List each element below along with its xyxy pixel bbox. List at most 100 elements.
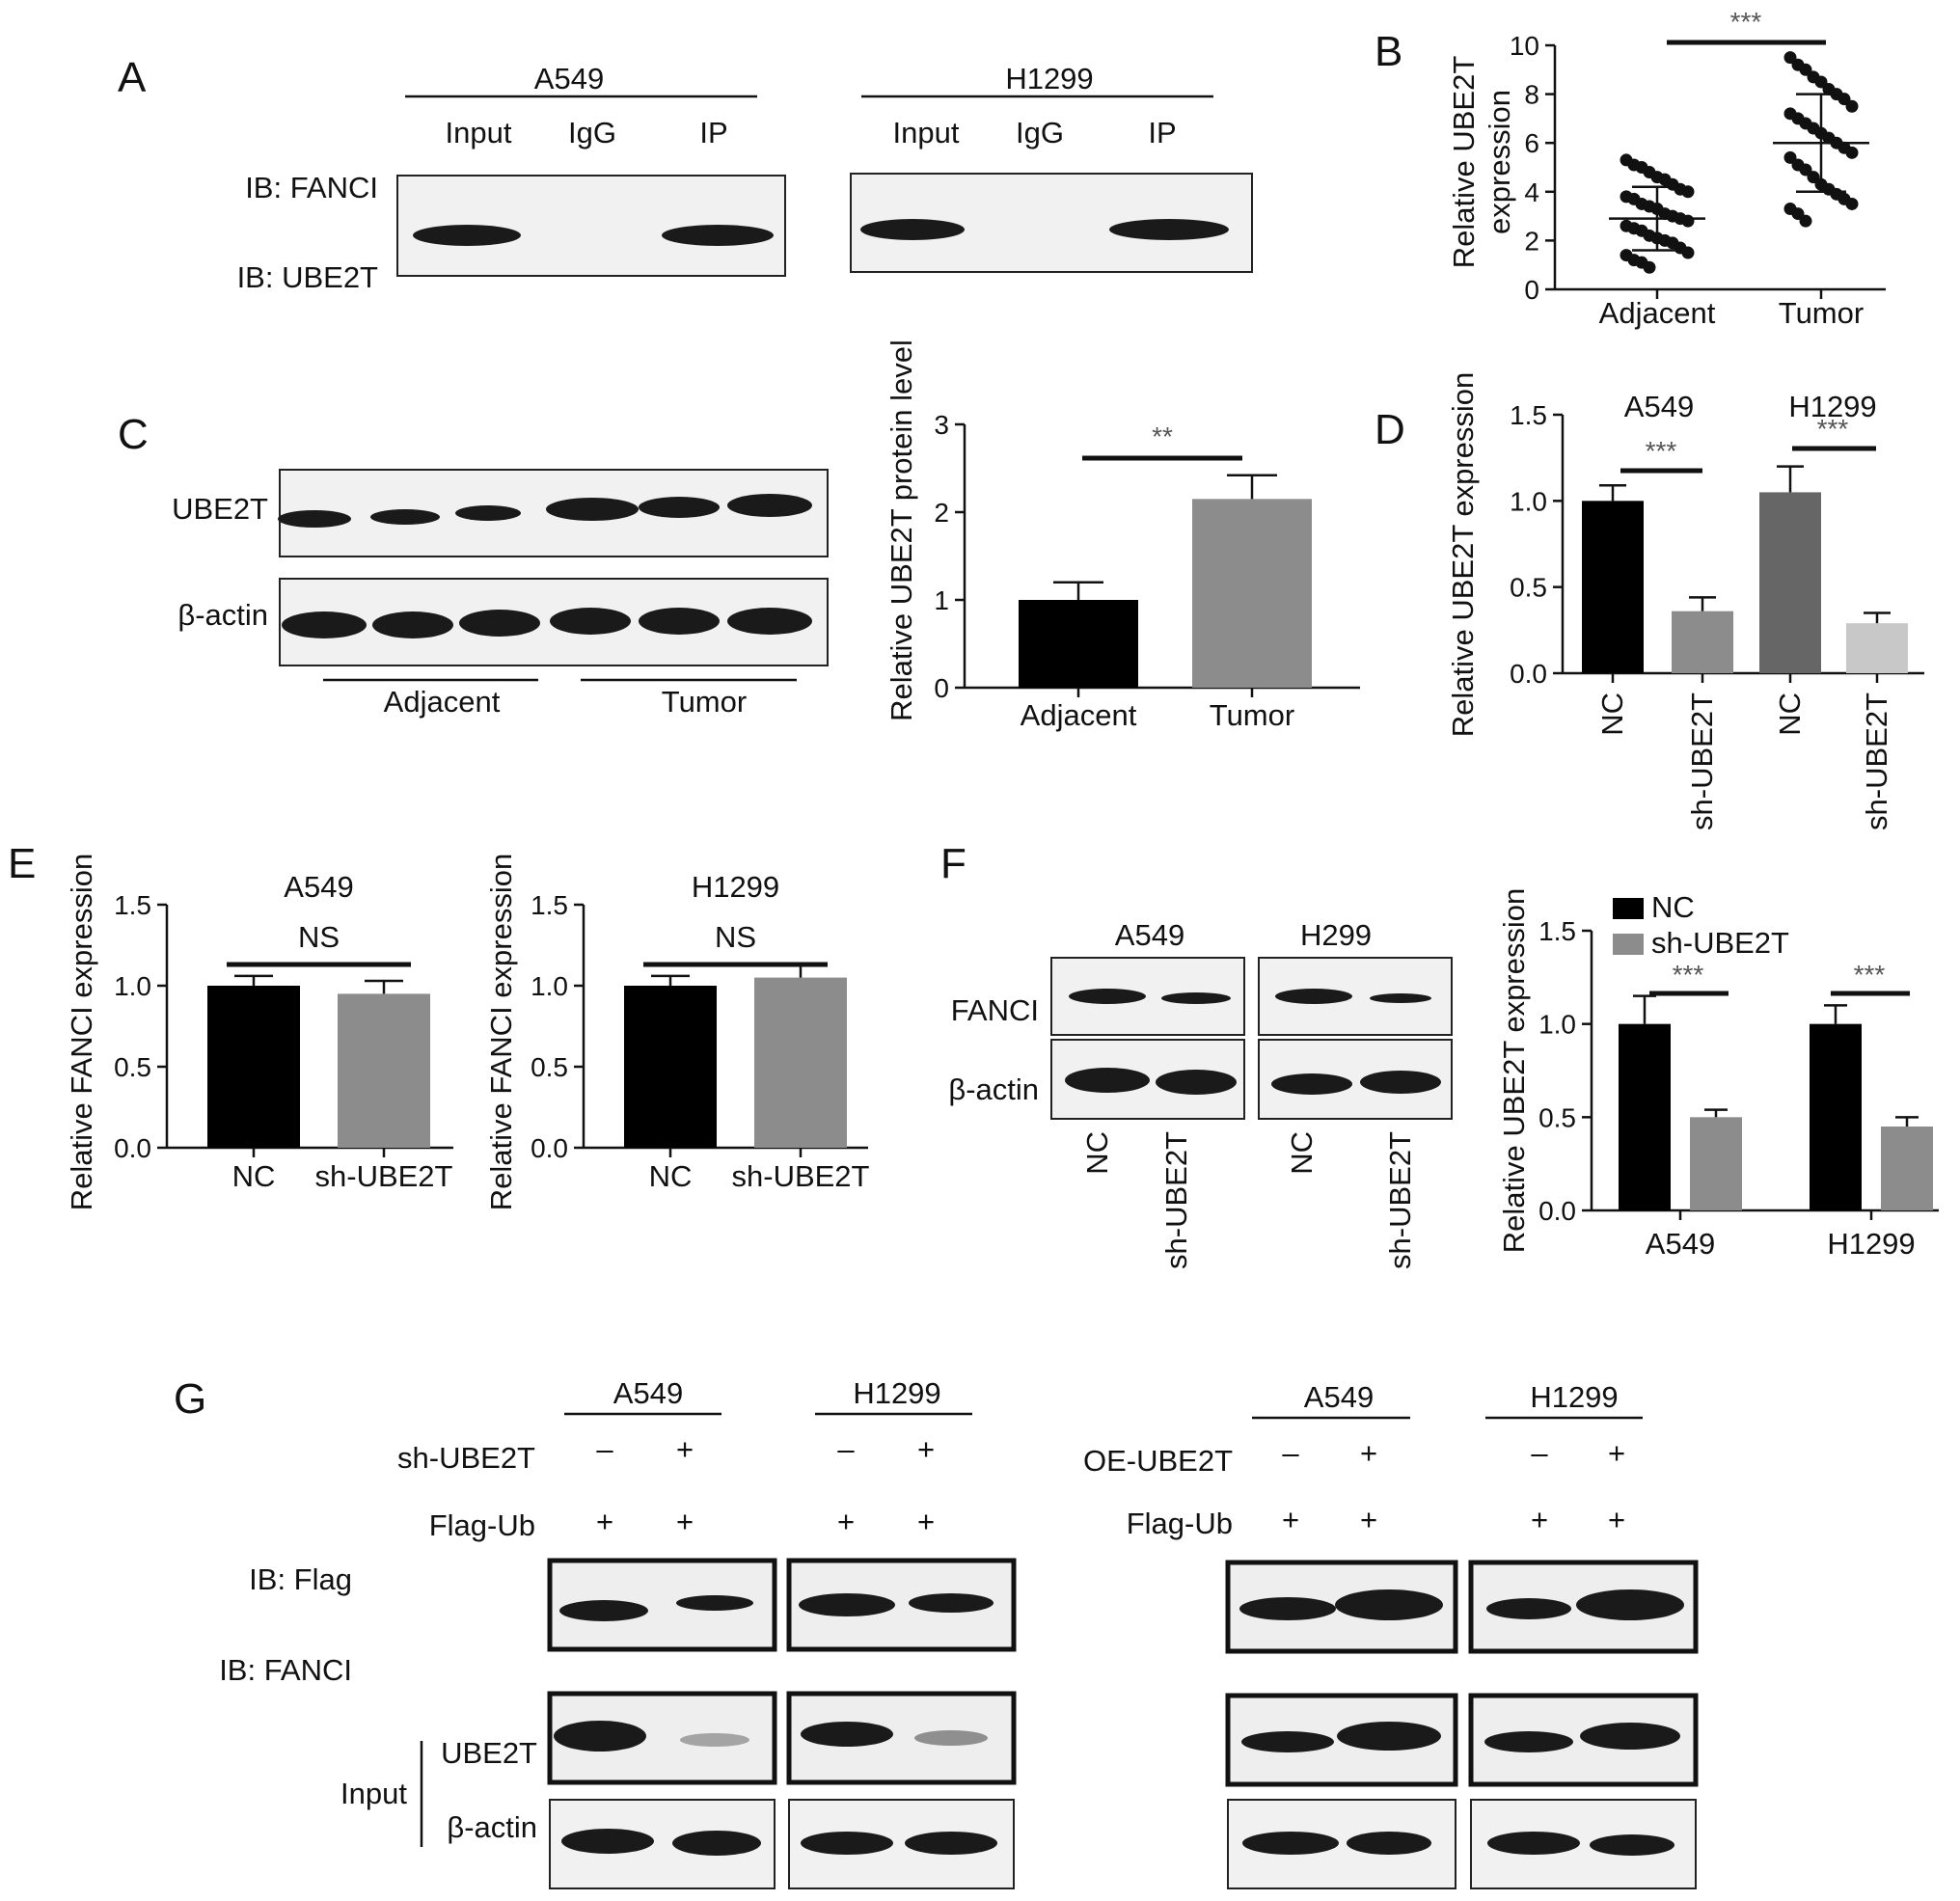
y-tick-label: 0.0 bbox=[114, 1133, 151, 1163]
x-tick-label: sh-UBE2T bbox=[1860, 693, 1893, 830]
significance-label: *** bbox=[1673, 960, 1704, 990]
panel-f-letter: F bbox=[940, 840, 966, 887]
significance-label: NS bbox=[715, 920, 756, 954]
bar bbox=[207, 986, 300, 1148]
panel-g-sign: + bbox=[1531, 1503, 1548, 1536]
bar bbox=[1881, 1127, 1933, 1210]
panel-c-chart: 0 1 2 3 Adjacent Tumor ** bbox=[934, 410, 1360, 732]
x-tick-label: NC bbox=[1773, 693, 1807, 736]
panel-g-sign: – bbox=[596, 1432, 613, 1466]
blot-band bbox=[372, 611, 453, 638]
blot-band bbox=[1360, 1071, 1441, 1094]
panel-g-group-label: H1299 bbox=[853, 1376, 940, 1410]
panel-c: C UBE2T β-actin Adjacent Tumor Relative … bbox=[118, 339, 1360, 732]
y-tick-label: 0 bbox=[934, 673, 949, 703]
blot-band bbox=[554, 1721, 646, 1752]
y-tick-label: 10 bbox=[1510, 31, 1539, 61]
blot-band bbox=[278, 510, 351, 528]
blot-band bbox=[559, 1600, 648, 1621]
y-tick-label: 0.5 bbox=[1538, 1102, 1576, 1132]
blot-band bbox=[561, 1829, 654, 1854]
significance-label: *** bbox=[1730, 7, 1762, 37]
blot-band bbox=[914, 1730, 988, 1746]
blot-band bbox=[799, 1593, 895, 1616]
panel-g-sign: – bbox=[837, 1432, 855, 1466]
blot-band bbox=[455, 505, 521, 521]
panel-a-lane-label: IP bbox=[699, 116, 727, 149]
blot-band bbox=[1242, 1832, 1339, 1855]
data-point bbox=[1643, 260, 1656, 274]
panel-b-ylabel-line1: Relative UBE2T bbox=[1447, 56, 1481, 269]
y-tick-label: 1.0 bbox=[1510, 486, 1547, 516]
panel-a-letter: A bbox=[118, 54, 147, 101]
bar bbox=[1582, 501, 1644, 673]
blot-band bbox=[1069, 989, 1146, 1004]
panel-e: E Relative FANCI expression Relative FAN… bbox=[8, 840, 870, 1210]
panel-e-ylabel: Relative FANCI expression bbox=[484, 854, 518, 1210]
blot-band bbox=[727, 494, 812, 517]
panel-g-row-label: IB: Flag bbox=[249, 1562, 352, 1596]
panel-a-lane-label: Input bbox=[893, 116, 960, 149]
panel-f-group-label: A549 bbox=[1115, 918, 1184, 952]
blot-band bbox=[1347, 1832, 1431, 1855]
panel-g-input-label: Input bbox=[340, 1777, 407, 1810]
blot-band bbox=[1109, 219, 1229, 240]
panel-a-lane-label: IgG bbox=[1016, 116, 1064, 149]
blot-band bbox=[282, 611, 367, 638]
panel-g-sign: + bbox=[596, 1505, 613, 1538]
bar bbox=[1672, 611, 1733, 673]
panel-a-group-h1299: H1299 bbox=[1005, 62, 1093, 95]
panel-d-ylabel: Relative UBE2T expression bbox=[1446, 372, 1480, 738]
panel-c-row-label: UBE2T bbox=[172, 492, 268, 526]
panel-d-chart: 0.0 0.5 1.0 1.5 NC sh-UBE2T NC sh-UBE2T *** *** bbox=[1510, 400, 1924, 830]
panel-c-ylabel: Relative UBE2T protein level bbox=[885, 339, 918, 721]
data-point bbox=[1681, 185, 1695, 199]
panel-a-row-label: IB: UBE2T bbox=[237, 260, 378, 294]
panel-e-letter: E bbox=[8, 840, 36, 887]
x-tick-label: NC bbox=[232, 1159, 276, 1193]
panel-e-ylabel: Relative FANCI expression bbox=[65, 854, 98, 1210]
panel-g-sign: + bbox=[1360, 1436, 1377, 1470]
blot-band bbox=[639, 608, 720, 635]
panel-c-group-label: Tumor bbox=[662, 685, 747, 719]
panel-f-row-label: β-actin bbox=[948, 1073, 1039, 1106]
x-tick-label: NC bbox=[1595, 693, 1629, 736]
panel-g-sign: + bbox=[917, 1432, 935, 1466]
bar bbox=[1619, 1023, 1671, 1210]
significance-label: ** bbox=[1152, 421, 1173, 451]
panel-a-group-a549: A549 bbox=[534, 62, 604, 95]
x-tick-label: Adjacent bbox=[1021, 698, 1137, 732]
y-tick-label: 6 bbox=[1524, 128, 1539, 158]
blot-band bbox=[1275, 989, 1352, 1004]
x-tick-label: Tumor bbox=[1210, 698, 1294, 732]
panel-f-ylabel: Relative UBE2T expression bbox=[1497, 888, 1531, 1254]
blot-band bbox=[459, 610, 540, 637]
panel-b-letter: B bbox=[1375, 28, 1402, 75]
blot-band bbox=[676, 1595, 753, 1611]
blot-band bbox=[1486, 1598, 1571, 1619]
panel-g-sign: + bbox=[1360, 1503, 1377, 1536]
bar bbox=[1690, 1117, 1742, 1210]
y-tick-label: 1.5 bbox=[114, 890, 151, 920]
panel-b-ylabel-line2: expression bbox=[1483, 90, 1516, 234]
panel-e-chart-a549: 0.0 0.5 1.0 1.5 A549 NC sh-UBE2T NS bbox=[114, 870, 453, 1193]
blot-band bbox=[1239, 1597, 1336, 1620]
y-tick-label: 2 bbox=[1524, 226, 1539, 256]
panel-f-lane-label: NC bbox=[1080, 1131, 1114, 1175]
x-tick-label: sh-UBE2T bbox=[315, 1159, 453, 1193]
y-tick-label: 1 bbox=[934, 585, 949, 615]
blot-band bbox=[1335, 1589, 1443, 1620]
bar bbox=[1192, 499, 1312, 688]
data-point bbox=[1681, 214, 1695, 228]
panel-g-sign: + bbox=[1608, 1503, 1625, 1536]
data-point bbox=[1845, 146, 1859, 159]
panel-g-flag-label: Flag-Ub bbox=[1127, 1507, 1233, 1540]
blot-band bbox=[550, 608, 631, 635]
panel-g-flag-label: Flag-Ub bbox=[429, 1508, 535, 1542]
blot-band bbox=[1484, 1731, 1573, 1752]
y-tick-label: 1.5 bbox=[1510, 400, 1547, 430]
panel-d-group-label: A549 bbox=[1624, 390, 1694, 423]
panel-a-row-label: IB: FANCI bbox=[245, 171, 378, 204]
panel-f-lane-label: sh-UBE2T bbox=[1159, 1131, 1193, 1269]
